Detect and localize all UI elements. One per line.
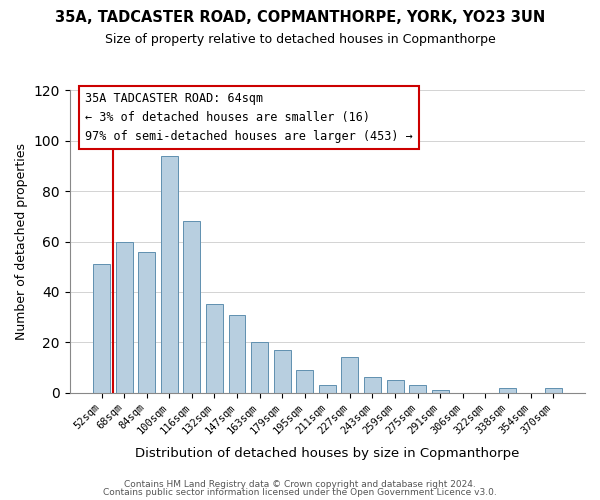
Bar bbox=[229, 314, 245, 392]
Bar bbox=[364, 378, 381, 392]
Text: 35A TADCASTER ROAD: 64sqm
← 3% of detached houses are smaller (16)
97% of semi-d: 35A TADCASTER ROAD: 64sqm ← 3% of detach… bbox=[85, 92, 413, 143]
Bar bbox=[251, 342, 268, 392]
Text: Contains HM Land Registry data © Crown copyright and database right 2024.: Contains HM Land Registry data © Crown c… bbox=[124, 480, 476, 489]
Bar bbox=[319, 385, 336, 392]
Bar bbox=[409, 385, 426, 392]
Bar bbox=[138, 252, 155, 392]
Bar bbox=[545, 388, 562, 392]
Bar bbox=[93, 264, 110, 392]
X-axis label: Distribution of detached houses by size in Copmanthorpe: Distribution of detached houses by size … bbox=[135, 447, 520, 460]
Y-axis label: Number of detached properties: Number of detached properties bbox=[15, 143, 28, 340]
Bar bbox=[296, 370, 313, 392]
Bar bbox=[206, 304, 223, 392]
Text: 35A, TADCASTER ROAD, COPMANTHORPE, YORK, YO23 3UN: 35A, TADCASTER ROAD, COPMANTHORPE, YORK,… bbox=[55, 10, 545, 25]
Text: Contains public sector information licensed under the Open Government Licence v3: Contains public sector information licen… bbox=[103, 488, 497, 497]
Bar bbox=[499, 388, 517, 392]
Bar bbox=[184, 222, 200, 392]
Bar bbox=[386, 380, 404, 392]
Bar bbox=[116, 242, 133, 392]
Bar bbox=[341, 358, 358, 392]
Bar bbox=[161, 156, 178, 392]
Text: Size of property relative to detached houses in Copmanthorpe: Size of property relative to detached ho… bbox=[104, 32, 496, 46]
Bar bbox=[432, 390, 449, 392]
Bar bbox=[274, 350, 290, 393]
